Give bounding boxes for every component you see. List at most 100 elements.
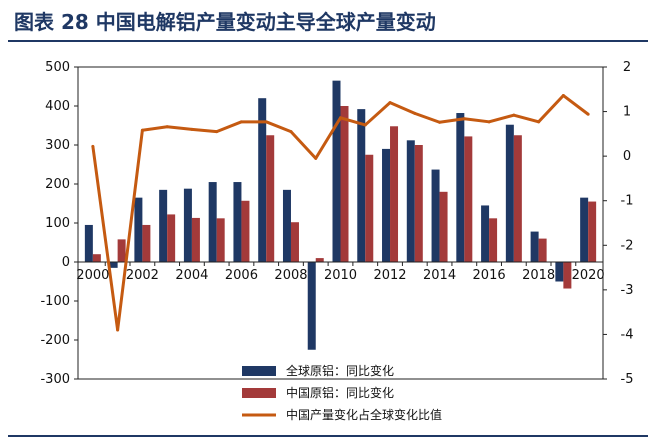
left-tick-label: 100	[45, 216, 70, 231]
global-bar-2004	[183, 188, 192, 262]
china-bar-2016	[489, 218, 498, 262]
china-bar-2004	[191, 217, 200, 262]
right-tick-label: 1	[623, 105, 631, 120]
x-tick-label: 2002	[126, 268, 159, 283]
global-bar-2018	[530, 231, 539, 262]
x-tick-label: 2004	[175, 268, 208, 283]
left-tick-label: -200	[40, 333, 70, 348]
x-tick-label: 2012	[373, 268, 406, 283]
global-bar-2005	[208, 182, 217, 262]
ratio-point-2013	[413, 111, 417, 115]
left-tick-label: 300	[45, 138, 70, 153]
china-bar-2018	[538, 238, 547, 262]
china-bar-2014	[439, 191, 448, 262]
global-bar-2011	[357, 109, 366, 263]
bars-layer	[84, 80, 597, 350]
china-bar-2011	[365, 154, 374, 262]
right-tick-label: 2	[623, 60, 631, 75]
ratio-point-2020	[586, 112, 590, 116]
ratio-point-2018	[537, 120, 541, 124]
china-bar-2005	[216, 218, 225, 262]
legend-label-2: 中国产量变化占全球变化比值	[286, 407, 442, 422]
x-tick-label: 2018	[522, 268, 555, 283]
legend-label-1: 中国原铝：同比变化	[286, 385, 394, 400]
x-tick-label: 2016	[473, 268, 506, 283]
global-bar-2012	[382, 148, 391, 262]
china-bar-2008	[290, 222, 299, 262]
right-tick-label: 0	[623, 149, 631, 164]
right-tick-label: -1	[621, 194, 634, 209]
china-bar-2003	[167, 214, 176, 262]
china-bar-2001	[117, 239, 126, 262]
bottom-rule	[8, 435, 648, 437]
ratio-point-2010	[339, 116, 342, 120]
global-bar-2002	[134, 197, 143, 262]
axes-layer: 500 400 300 200 100 0 -100 -200 -300 2 1 0 -1 -2 -3 -4 -…	[40, 60, 633, 387]
ratio-point-2009	[314, 156, 318, 160]
ratio-point-2001	[116, 328, 120, 332]
global-bar-2020	[580, 197, 589, 262]
right-tick-label: -2	[621, 238, 634, 253]
china-bar-2017	[513, 135, 522, 262]
china-bar-2002	[142, 224, 151, 262]
right-tick-label: -3	[621, 283, 634, 298]
left-tick-label: 0	[62, 255, 70, 270]
left-tick-label: -300	[40, 372, 70, 387]
global-bar-2017	[505, 124, 514, 262]
ratio-point-2016	[487, 120, 491, 124]
left-tick-label: -100	[40, 294, 70, 309]
china-bar-2013	[414, 145, 423, 262]
title-rule	[8, 40, 648, 42]
ratio-point-2017	[512, 113, 516, 117]
global-bar-2008	[282, 189, 291, 262]
line-layer	[91, 94, 590, 332]
ratio-point-2000	[91, 144, 95, 148]
x-tick-label: 2020	[572, 268, 605, 283]
global-bar-2010	[332, 80, 341, 263]
legend-swatch-1	[242, 388, 276, 398]
ratio-point-2014	[438, 120, 442, 124]
ratio-point-2012	[388, 101, 392, 105]
china-bar-2012	[390, 126, 399, 262]
china-bar-2007	[266, 135, 275, 262]
x-tick-label: 2000	[76, 268, 109, 283]
global-bar-2009	[307, 262, 316, 350]
china-bar-2009	[315, 258, 324, 262]
x-tick-label: 2014	[423, 268, 456, 283]
china-bar-2020	[588, 201, 597, 262]
china-bar-2019	[563, 262, 572, 289]
global-bar-2001	[109, 262, 118, 268]
x-tick-label: 2010	[324, 268, 357, 283]
ratio-point-2007	[264, 120, 268, 124]
left-tick-label: 200	[45, 177, 70, 192]
global-bar-2019	[555, 262, 564, 282]
global-bar-2014	[431, 169, 440, 262]
x-tick-label: 2008	[274, 268, 307, 283]
global-bar-2015	[456, 113, 465, 263]
ratio-point-2004	[190, 127, 194, 131]
figure-title: 图表 28 中国电解铝产量变动主导全球产量变动	[14, 10, 436, 34]
global-bar-2003	[159, 189, 168, 262]
ratio-point-2011	[363, 123, 367, 127]
ratio-point-2008	[289, 130, 293, 134]
global-bar-2016	[481, 205, 490, 262]
right-tick-label: -4	[621, 327, 634, 342]
china-bar-2000	[92, 254, 101, 262]
ratio-point-2002	[140, 128, 144, 132]
ratio-point-2006	[239, 120, 243, 124]
global-bar-2006	[233, 182, 242, 262]
global-bar-2013	[406, 140, 415, 262]
left-tick-label: 400	[45, 99, 70, 114]
china-bar-2010	[340, 106, 349, 262]
ratio-point-2015	[462, 117, 466, 121]
left-tick-label: 500	[45, 60, 70, 75]
china-bar-2006	[241, 200, 250, 262]
ratio-point-2019	[561, 94, 565, 98]
ratio-point-2005	[215, 130, 219, 134]
legend-label-0: 全球原铝：同比变化	[286, 363, 394, 378]
x-tick-label: 2006	[225, 268, 258, 283]
china-bar-2015	[464, 136, 473, 262]
legend-swatch-0	[242, 366, 276, 376]
